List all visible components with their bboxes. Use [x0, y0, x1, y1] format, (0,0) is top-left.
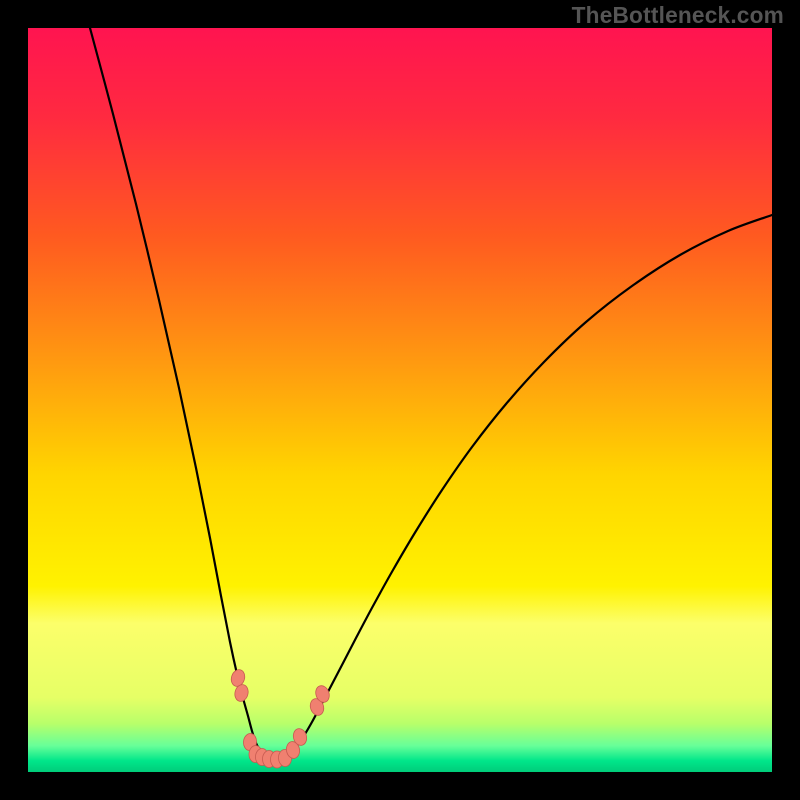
- watermark-text: TheBottleneck.com: [572, 2, 784, 29]
- chart-frame: TheBottleneck.com: [0, 0, 800, 800]
- frame-border: [0, 0, 800, 800]
